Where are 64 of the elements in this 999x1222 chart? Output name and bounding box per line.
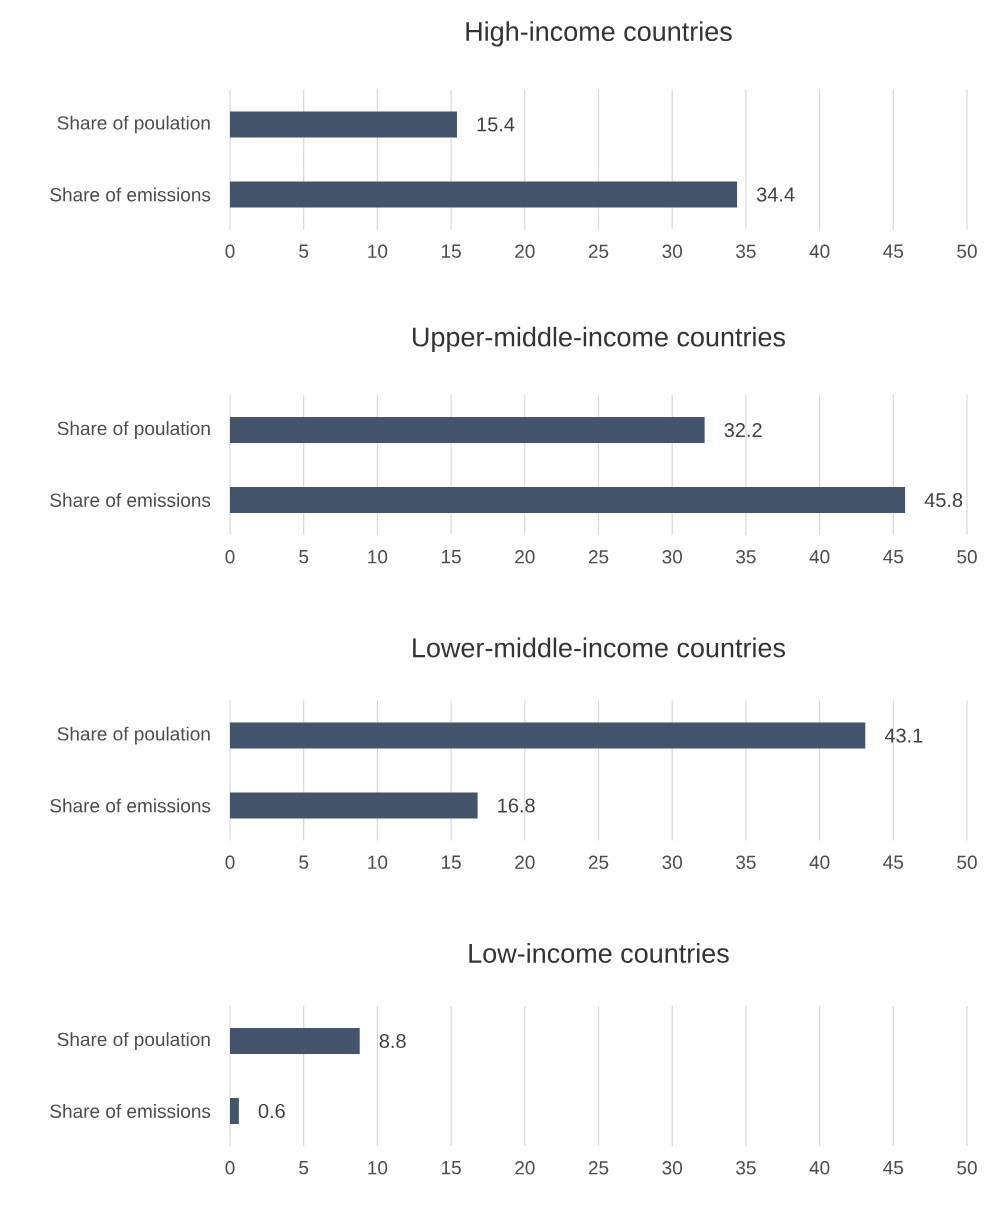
x-tick-label: 5 [299,244,309,258]
x-tick-label: 15 [441,855,461,869]
x-tick-label: 20 [515,855,535,870]
x-tick-label: 40 [809,1161,830,1175]
x-tick-label: 45 [883,1161,904,1175]
x-tick-label: 15 [441,550,461,564]
x-tick-label: 45 [883,244,904,258]
x-tick-label: 25 [588,1161,609,1175]
y-tick-label: Share of emissions [50,493,211,507]
x-tick-label: 15 [441,244,461,258]
y-tick-label: Share of emissions [50,1104,211,1118]
x-tick-label: 0 [225,550,235,564]
data-label: 8.8 [379,1033,406,1049]
x-tick-label: 10 [368,855,388,870]
x-tick-label: 25 [588,550,609,564]
x-tick-label: 25 [588,244,609,259]
x-tick-label: 30 [662,244,683,259]
x-tick-label: 35 [736,244,756,259]
x-tick-label: 20 [515,244,535,259]
x-tick-label: 40 [809,855,830,870]
data-label: 15.4 [477,117,515,132]
x-tick-label: 35 [736,550,756,564]
data-label: 43.1 [884,728,923,743]
x-tick-label: 20 [515,1161,535,1175]
chart-title: Low-income countries [469,943,729,963]
y-tick-label: Share of poulation [57,726,210,745]
data-label: 45.8 [924,492,963,508]
x-tick-label: 10 [368,550,388,564]
data-label: 16.8 [498,798,535,813]
x-tick-label: 35 [736,855,756,870]
x-tick-label: 30 [662,855,683,870]
x-tick-label: 30 [662,550,683,564]
chart-title: High-income countries [466,21,732,47]
x-tick-label: 10 [368,1161,388,1175]
chart-title: Lower-middle-income countries [413,637,785,658]
data-label: 0.6 [258,1103,285,1119]
x-tick-label: 5 [299,550,309,564]
x-tick-label: 15 [441,1161,461,1175]
x-tick-label: 40 [809,244,830,259]
x-tick-label: 50 [957,855,977,870]
x-tick-label: 0 [225,855,235,870]
data-label: 34.4 [756,187,795,202]
x-tick-label: 50 [957,1161,977,1175]
y-tick-label: Share of emissions [50,187,211,202]
x-tick-label: 45 [883,855,904,869]
y-tick-label: Share of poulation [57,1032,210,1050]
x-tick-label: 5 [299,855,309,869]
y-tick-label: Share of emissions [50,798,211,813]
x-tick-label: 0 [225,244,235,259]
x-tick-label: 5 [299,1161,309,1175]
x-tick-label: 30 [662,1161,683,1175]
x-tick-label: 35 [736,1161,756,1175]
y-tick-label: Share of poulation [57,115,210,134]
x-tick-label: 25 [588,855,609,870]
x-tick-label: 10 [368,244,388,259]
data-label: 32.2 [724,422,762,438]
x-tick-label: 50 [957,244,977,259]
x-tick-label: 0 [225,1161,235,1175]
x-tick-label: 20 [515,550,535,564]
x-tick-label: 50 [957,550,977,564]
y-tick-label: Share of poulation [57,421,210,439]
chart-title: Upper-middle-income countries [412,326,785,352]
x-tick-label: 40 [809,550,830,564]
x-tick-label: 45 [883,550,904,564]
